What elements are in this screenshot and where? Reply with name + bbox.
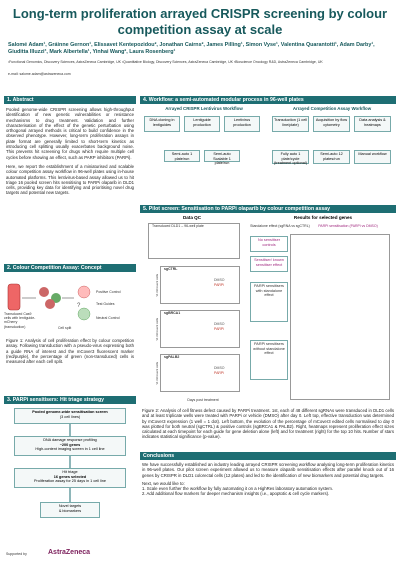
plot-frame (160, 310, 240, 348)
step: High-content imaging screen in 1 cell li… (35, 447, 105, 452)
step: DNA damage response profiling (43, 438, 97, 442)
step: Proliferation assay for 25 days in 1 cel… (34, 479, 106, 484)
section-heading: Conclusions (140, 452, 396, 460)
paragraph: We have successfully established an indu… (142, 462, 394, 478)
label: Test Guides (96, 302, 115, 306)
flow-box: DNA damage response profiling ~200 genes H… (14, 436, 126, 456)
workflow-step: Acquisition by flow cytometry (313, 116, 350, 132)
section-heading: 2. Colour Competition Assay: Concept (4, 264, 136, 272)
step: Pooled genome-wide sensitisation screen (32, 410, 108, 414)
workflow-step: DNA cloning in lentiguides (144, 116, 180, 132)
subheading: Data QC (182, 215, 202, 220)
section-heading: 5. Pilot screen: Sensitisation to PARPi … (140, 205, 396, 213)
flow-box: Hit triage 16 genes selected Proliferation… (14, 468, 126, 488)
label: Transduced Cas9 cells with lentiguide-mC… (4, 312, 36, 329)
legend-entry: PARPi (214, 283, 225, 287)
legend-entry: DMSO (214, 322, 225, 326)
workflow-step: Semi-auto 1 plate/run (164, 150, 200, 162)
legend-entry: PARPi (214, 327, 225, 331)
paragraph: Next, we would like to: (142, 480, 185, 486)
y-axis-label: % mCover3 cells (154, 273, 159, 297)
heat-header: PARPi sensitisation (PARPi vs DMSO) (318, 224, 378, 228)
email: e-mail: salome.adam@astrazeneca.com (8, 72, 71, 76)
workflow-step: Lentiguide production (184, 116, 220, 132)
paragraph: 2. Add additional flow markers for deepe… (142, 491, 330, 497)
workflow-step: Semi-auto Scalable 1 plate/run (204, 150, 240, 165)
logo: AstraZeneca (48, 549, 91, 556)
footer-text: Supported by (6, 552, 27, 556)
plot-title: sgPALB2 (164, 355, 180, 359)
y-axis-label: % mCover3 cells (154, 317, 159, 341)
step: (3 cell lines) (59, 414, 81, 419)
row-group: No sensitiser controls (250, 236, 288, 252)
concept-diagram: ? (7, 283, 91, 321)
plot-frame (160, 354, 240, 392)
figure-caption: Figure 2: Analysis of cell fitness defec… (142, 408, 394, 440)
svg-text:?: ? (77, 303, 81, 309)
arrows (69, 424, 71, 502)
heatmap-frame (290, 234, 390, 400)
plot-title: sgCTRL (164, 267, 178, 271)
y-axis-label: % mCover3 cells (154, 361, 159, 385)
plot-title: Transduced DLD1 – 96-well plate (152, 224, 204, 228)
row-group: Sensitiser/ known sensitiser effect (250, 256, 288, 272)
step: & biomarkers (58, 508, 82, 513)
authors: Salomé Adam¹, Gráinne Gernon¹, Elissavet… (8, 42, 375, 55)
section-heading: 4. Workflow: a semi-automated modular pr… (140, 96, 396, 104)
workflow-step: Transduction (1 cell line/plate) (272, 116, 309, 132)
paragraph: 1. Scale even further the workflow by fu… (142, 486, 334, 492)
workflow-step: Fully auto 1 plate/cycle (treatment opti… (272, 150, 309, 165)
workflow-step: Semi-auto 12 plates/run (313, 150, 350, 164)
conclusions: We have successfully established an indu… (142, 462, 394, 497)
abstract: Pooled genome-wide CRISPR screening allo… (6, 107, 134, 196)
affiliations: ¹Functional Genomics, Discovery Sciences… (8, 60, 323, 64)
row-group: PARPi sensitisers without standalone eff… (250, 340, 288, 380)
figure-caption: Figure 1: Analysis of cell proliferation… (6, 338, 134, 365)
heat-header: Standalone effect (sgRNA vs sgCTRL) (250, 224, 310, 228)
step: 16 genes selected (53, 474, 87, 479)
row-group: PARPi sensitisers with standalone effect (250, 282, 288, 322)
paragraph: Pooled genome-wide CRISPR screening allo… (6, 107, 134, 160)
workflow-step: Lentivirus production (224, 116, 260, 132)
workflow-step: Manual workflow (354, 150, 391, 164)
workflow-title: Arrayed CRISPR Lentivirus Workflow (165, 106, 243, 111)
legend-entry: PARPi (214, 371, 225, 375)
workflow-title: Arrayed Competition Assay Workflow (292, 106, 372, 111)
plot-title: sgBRCA1 (164, 311, 181, 315)
step: ~200 genes (59, 442, 81, 447)
section-heading: 3. PARPi sensitisers: Hit triage strateg… (4, 396, 136, 404)
legend-entry: DMSO (214, 366, 225, 370)
flow-box: Novel targets & biomarkers (40, 502, 100, 518)
legend-entry: DMSO (214, 278, 225, 282)
title: Long-term proliferation arrayed CRISPR s… (12, 6, 388, 37)
plot-frame (160, 266, 240, 304)
step: Novel targets (58, 504, 82, 508)
x-axis-label: Days post treatment (187, 398, 219, 402)
label: Neutral Control (96, 316, 120, 320)
section-heading: 1. Abstract (4, 96, 136, 104)
label: Positive Control (96, 290, 121, 294)
plot-frame (148, 223, 240, 259)
paragraph: Here, we report the establishment of a m… (6, 163, 134, 196)
flow-box: Pooled genome-wide sensitisation screen(… (14, 408, 126, 424)
step: Hit triage (62, 470, 78, 474)
label: Cell split (58, 326, 72, 330)
subheading: Results for selected genes (293, 215, 353, 220)
workflow-step: Data analysis & heatmaps (354, 116, 391, 132)
